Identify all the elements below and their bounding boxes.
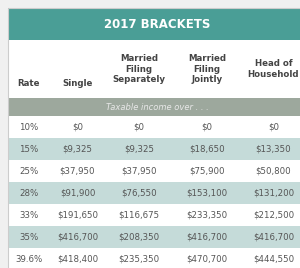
Text: $235,350: $235,350 — [118, 255, 160, 263]
Text: $116,675: $116,675 — [118, 210, 160, 219]
Text: 10%: 10% — [20, 122, 39, 132]
Text: Head of
Household: Head of Household — [248, 59, 299, 79]
Bar — [8, 138, 300, 160]
Bar — [8, 8, 300, 40]
Text: 25%: 25% — [20, 166, 39, 176]
Text: 28%: 28% — [20, 188, 39, 198]
Bar — [8, 204, 300, 226]
Bar — [8, 98, 300, 116]
Text: 39.6%: 39.6% — [15, 255, 43, 263]
Text: Married
Filing
Separately: Married Filing Separately — [112, 54, 166, 84]
Text: $233,350: $233,350 — [186, 210, 228, 219]
Text: $37,950: $37,950 — [60, 166, 95, 176]
Text: $37,950: $37,950 — [121, 166, 157, 176]
Text: $13,350: $13,350 — [256, 144, 291, 154]
Bar — [8, 160, 300, 182]
Bar — [8, 248, 300, 268]
Text: 33%: 33% — [20, 210, 39, 219]
Text: Married
Filing
Jointly: Married Filing Jointly — [188, 54, 226, 84]
Text: $0: $0 — [202, 122, 212, 132]
Text: $76,550: $76,550 — [121, 188, 157, 198]
Text: $416,700: $416,700 — [253, 233, 294, 241]
Text: $444,550: $444,550 — [253, 255, 294, 263]
Text: Single: Single — [62, 79, 93, 88]
Text: $18,650: $18,650 — [189, 144, 225, 154]
Text: $191,650: $191,650 — [57, 210, 98, 219]
Text: $131,200: $131,200 — [253, 188, 294, 198]
Text: 15%: 15% — [20, 144, 39, 154]
Bar — [8, 116, 300, 138]
Bar — [8, 226, 300, 248]
Text: $0: $0 — [72, 122, 83, 132]
Text: $416,700: $416,700 — [186, 233, 228, 241]
Text: $75,900: $75,900 — [189, 166, 225, 176]
Text: $208,350: $208,350 — [118, 233, 160, 241]
Text: Rate: Rate — [18, 79, 40, 88]
Text: 35%: 35% — [20, 233, 39, 241]
Text: $470,700: $470,700 — [186, 255, 228, 263]
Text: $9,325: $9,325 — [124, 144, 154, 154]
Text: 2017 BRACKETS: 2017 BRACKETS — [104, 17, 210, 31]
Text: $416,700: $416,700 — [57, 233, 98, 241]
Text: $0: $0 — [134, 122, 145, 132]
Text: $0: $0 — [268, 122, 279, 132]
Text: $50,800: $50,800 — [256, 166, 291, 176]
Bar — [8, 40, 300, 98]
Text: $418,400: $418,400 — [57, 255, 98, 263]
Text: $153,100: $153,100 — [186, 188, 228, 198]
Text: $212,500: $212,500 — [253, 210, 294, 219]
Text: $91,900: $91,900 — [60, 188, 95, 198]
Text: $9,325: $9,325 — [62, 144, 92, 154]
Bar — [8, 182, 300, 204]
Text: Taxable income over . . .: Taxable income over . . . — [106, 102, 208, 111]
